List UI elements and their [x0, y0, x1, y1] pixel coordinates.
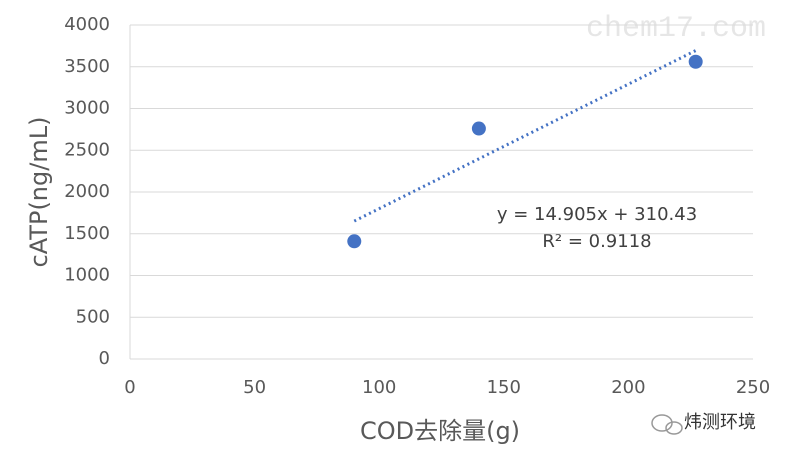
y-tick-label: 1500	[64, 223, 110, 244]
x-axis-title: COD去除量(g)	[360, 417, 520, 445]
y-tick-label: 0	[99, 348, 110, 369]
x-tick-label: 0	[124, 377, 135, 398]
y-tick-label: 3000	[64, 98, 110, 119]
y-tick-label: 3500	[64, 56, 110, 77]
y-tick-label: 2500	[64, 139, 110, 160]
y-tick-label: 2000	[64, 181, 110, 202]
watermark-site: chem17.com	[586, 12, 766, 46]
x-tick-label: 200	[611, 377, 645, 398]
trendline-r-squared: R² = 0.9118	[542, 231, 651, 252]
y-axis-title: cATP(ng/mL)	[25, 117, 53, 268]
y-tick-label: 4000	[64, 14, 110, 35]
point	[688, 54, 703, 69]
y-tick-label: 500	[76, 306, 110, 327]
point	[471, 121, 486, 136]
point	[347, 234, 362, 249]
brand-icon	[651, 414, 683, 435]
trendline-equation: y = 14.905x + 310.43	[497, 204, 697, 225]
watermark-brand: 炜测环境	[684, 412, 756, 433]
x-tick-label: 50	[243, 377, 266, 398]
x-tick-label: 150	[487, 377, 521, 398]
y-tick-label: 1000	[64, 265, 110, 286]
x-tick-label: 100	[362, 377, 396, 398]
x-tick-label: 250	[736, 377, 770, 398]
